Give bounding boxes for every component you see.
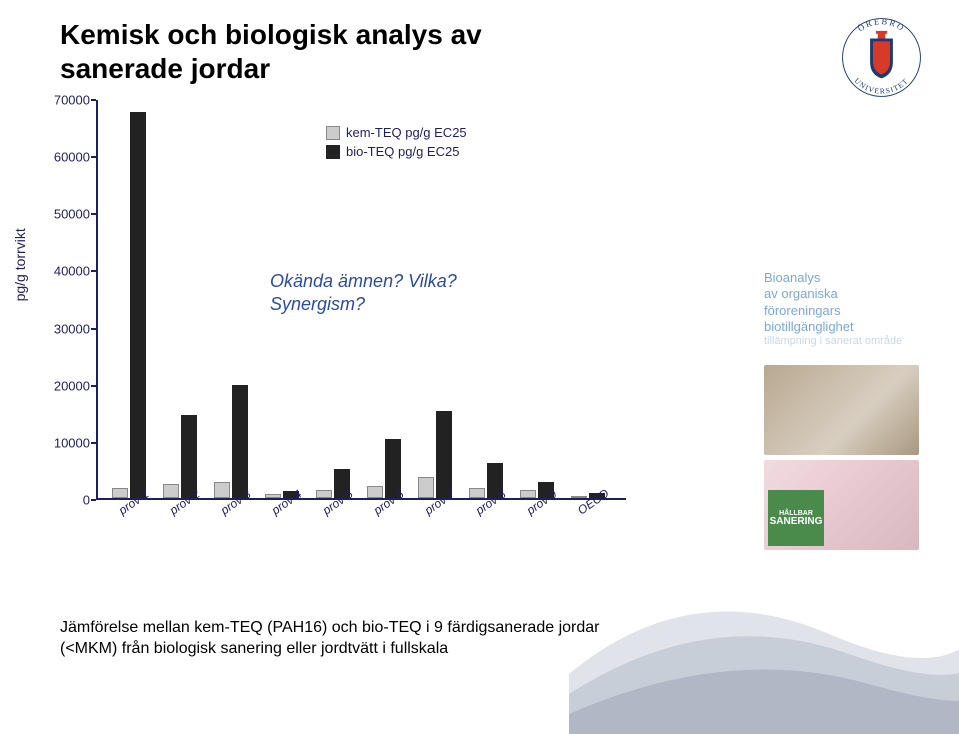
y-tick-label: 60000	[48, 150, 90, 165]
legend-kem: kem-TEQ pg/g EC25	[326, 125, 467, 140]
bar-bio	[436, 411, 452, 498]
bar-kem	[214, 482, 230, 498]
bar-kem	[163, 484, 179, 498]
side-fade: tillämpning i sanerat område	[764, 335, 919, 349]
university-logo: ÖREBRO UNIVERSITET	[834, 10, 929, 105]
caption-line-1: Jämförelse mellan kem-TEQ (PAH16) och bi…	[60, 618, 599, 639]
bar-kem	[469, 488, 485, 498]
bar-kem	[520, 490, 536, 498]
y-tick-label: 0	[48, 493, 90, 508]
bar-kem	[316, 490, 332, 498]
y-tick-label: 30000	[48, 321, 90, 336]
caption-line-2: (<MKM) från biologisk sanering eller jor…	[60, 639, 599, 660]
legend-swatch-kem	[326, 126, 340, 140]
side-line-2: av organiska	[764, 286, 919, 302]
legend-bio-label: bio-TEQ pg/g EC25	[346, 144, 459, 159]
caption: Jämförelse mellan kem-TEQ (PAH16) och bi…	[60, 618, 599, 660]
side-line-1: Bioanalys	[764, 270, 919, 286]
page-title: Kemisk och biologisk analys av sanerade …	[60, 18, 482, 85]
legend-kem-label: kem-TEQ pg/g EC25	[346, 125, 467, 140]
chart-annotation: Okända ämnen? Vilka? Synergism?	[270, 270, 457, 315]
y-axis-label: pg/g torrvikt	[12, 228, 28, 301]
legend-bio: bio-TEQ pg/g EC25	[326, 144, 467, 159]
y-axis-line	[96, 100, 98, 500]
bar-kem	[418, 477, 434, 498]
y-tick-label: 20000	[48, 378, 90, 393]
side-image-1	[764, 365, 919, 455]
y-axis-ticks: 010000200003000040000500006000070000	[48, 100, 90, 500]
title-line-1: Kemisk och biologisk analys av	[60, 18, 482, 52]
title-line-2: sanerade jordar	[60, 52, 482, 86]
legend-swatch-bio	[326, 145, 340, 159]
side-line-3: föroreningars	[764, 303, 919, 319]
bar-bio	[232, 385, 248, 498]
bar-bio	[130, 112, 146, 498]
annotation-line-1: Okända ämnen? Vilka?	[270, 270, 457, 293]
bar-kem	[367, 486, 383, 498]
bar-bio	[181, 415, 197, 498]
side-text-block: Bioanalys av organiska föroreningars bio…	[764, 270, 919, 349]
y-tick-label: 50000	[48, 207, 90, 222]
y-tick-label: 10000	[48, 435, 90, 450]
y-tick-label: 40000	[48, 264, 90, 279]
side-line-4: biotillgänglighet	[764, 319, 919, 335]
svg-text:UNIVERSITET: UNIVERSITET	[853, 76, 911, 96]
annotation-line-2: Synergism?	[270, 293, 457, 316]
bar-kem	[265, 494, 281, 498]
y-tick-label: 70000	[48, 93, 90, 108]
logo-bottom-text: UNIVERSITET	[853, 76, 911, 96]
decorative-wave	[569, 514, 959, 734]
chart-legend: kem-TEQ pg/g EC25 bio-TEQ pg/g EC25	[326, 125, 467, 163]
bar-chart: pg/g torrvikt 01000020000300004000050000…	[30, 100, 650, 560]
bar-kem	[112, 488, 128, 498]
